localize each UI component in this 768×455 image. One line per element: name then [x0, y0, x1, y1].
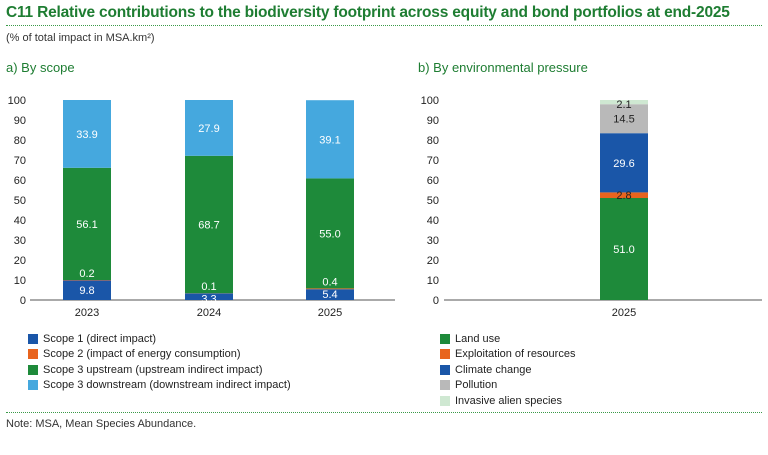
pressure-legend-item: Invasive alien species [440, 393, 575, 409]
bottom-divider [6, 412, 762, 413]
pressure-y-tick-label: 80 [427, 135, 439, 147]
scope-bar-2023-s3 [63, 100, 111, 168]
scope-data-label: 39.1 [319, 134, 340, 146]
pressure-legend-item: Exploitation of resources [440, 347, 575, 363]
pressure-y-tick-label: 20 [427, 255, 439, 267]
scope-data-label: 56.1 [76, 219, 97, 231]
scope-data-label: 0.2 [79, 268, 94, 280]
pressure-data-label: 14.5 [613, 114, 634, 126]
pressure-bar-2025-s1 [600, 192, 648, 198]
scope-y-tick-label: 30 [14, 235, 26, 247]
pressure-legend-swatch [440, 364, 450, 375]
chart-subtitle: (% of total impact in MSA.km²) [6, 32, 155, 44]
pressure-legend-item: Climate change [440, 362, 575, 378]
scope-y-tick-label: 90 [14, 115, 26, 127]
footnote: Note: MSA, Mean Species Abundance. [6, 418, 197, 430]
scope-y-tick-label: 0 [20, 295, 26, 307]
pressure-legend-label: Pollution [455, 379, 498, 392]
pressure-legend-label: Exploitation of resources [455, 348, 576, 361]
pressure-y-tick-label: 40 [427, 215, 439, 227]
pressure-y-tick-label: 50 [427, 195, 439, 207]
scope-x-tick-label: 2023 [75, 307, 99, 319]
chart-title: C11 Relative contributions to the biodiv… [6, 4, 730, 21]
pressure-legend-label: Invasive alien species [455, 394, 563, 407]
pressure-chart: 0 10 20 30 40 50 60 70 80 90 100 2025 51.0 2.8 29.6 14.… [421, 95, 762, 319]
pressure-y-tick-label: 100 [421, 95, 439, 107]
scope-data-label: 0.4 [322, 276, 337, 288]
scope-bar-2024-s0 [185, 293, 233, 300]
pressure-x-tick-label: 2025 [612, 307, 636, 319]
scope-y-tick-label: 70 [14, 155, 26, 167]
scope-legend-swatch [28, 333, 38, 344]
pressure-y-tick-label: 0 [433, 295, 439, 307]
scope-legend-item: Scope 1 (direct impact) [28, 331, 291, 347]
pressure-legend-label: Climate change [455, 363, 532, 376]
pressure-bar-2025-s2 [600, 133, 648, 193]
pressure-legend-item: Pollution [440, 378, 575, 394]
scope-y-tick-label: 50 [14, 195, 26, 207]
scope-legend-label: Scope 2 (impact of energy consumption) [43, 348, 241, 361]
pressure-legend-swatch [440, 380, 450, 391]
scope-y-tick-label: 80 [14, 135, 26, 147]
pressure-legend-label: Land use [455, 332, 501, 345]
panel-b-title: b) By environmental pressure [418, 60, 588, 75]
scope-legend-item: Scope 3 downstream (downstream indirect … [28, 378, 291, 394]
pressure-y-tick-label: 90 [427, 115, 439, 127]
pressure-legend-swatch [440, 333, 450, 344]
scope-y-tick-label: 40 [14, 215, 26, 227]
pressure-bar-2025-s0 [600, 198, 648, 300]
scope-data-label: 0.1 [201, 281, 216, 293]
scope-chart: 0 10 20 30 40 50 60 70 80 90 100 2023 2024 2025 9.8 0.2… [8, 95, 395, 319]
pressure-legend-swatch [440, 395, 450, 406]
scope-y-tick-label: 60 [14, 175, 26, 187]
scope-bar-2024-s3 [185, 100, 233, 156]
scope-bar-2023-s2 [63, 167, 111, 280]
pressure-bar-2025-s4 [600, 100, 648, 105]
scope-y-tick-label: 20 [14, 255, 26, 267]
scope-legend-label: Scope 3 downstream (downstream indirect … [43, 379, 291, 392]
scope-bar-2025-s2 [306, 178, 354, 289]
pressure-data-label: 2.8 [616, 190, 631, 202]
scope-x-tick-label: 2025 [318, 307, 342, 319]
pressure-legend-item: Land use [440, 331, 575, 347]
scope-data-label: 55.0 [319, 228, 340, 240]
scope-x-tick-label: 2024 [197, 307, 221, 319]
scope-legend-item: Scope 2 (impact of energy consumption) [28, 347, 291, 363]
scope-data-label: 68.7 [198, 220, 219, 232]
scope-legend-swatch [28, 380, 38, 391]
scope-bar-2025-s0 [306, 289, 354, 300]
scope-data-label: 5.4 [322, 289, 337, 301]
scope-bar-2023-s0 [63, 280, 111, 300]
scope-data-label: 9.8 [79, 285, 94, 297]
pressure-y-tick-label: 60 [427, 175, 439, 187]
scope-bar-2024-s2 [185, 155, 233, 294]
pressure-data-label: 2.1 [616, 99, 631, 111]
scope-y-tick-label: 10 [14, 275, 26, 287]
scope-legend-swatch [28, 349, 38, 360]
scope-y-tick-label: 100 [8, 95, 26, 107]
scope-data-label: 3.3 [201, 293, 216, 305]
pressure-y-tick-label: 70 [427, 155, 439, 167]
scope-legend-item: Scope 3 upstream (upstream indirect impa… [28, 362, 291, 378]
pressure-y-tick-label: 10 [427, 275, 439, 287]
pressure-legend-swatch [440, 349, 450, 360]
panel-a-title: a) By scope [6, 60, 75, 75]
scope-legend-label: Scope 3 upstream (upstream indirect impa… [43, 363, 263, 376]
scope-bar-2025-s1 [306, 288, 354, 290]
scope-legend-label: Scope 1 (direct impact) [43, 332, 157, 345]
scope-bar-2025-s3 [306, 100, 354, 179]
pressure-legend: Land use Exploitation of resources Climate… [440, 331, 575, 409]
top-divider [6, 25, 762, 26]
scope-legend-swatch [28, 364, 38, 375]
scope-data-label: 33.9 [76, 129, 97, 141]
scope-legend: Scope 1 (direct impact) Scope 2 (impact o… [28, 331, 291, 393]
scope-data-label: 27.9 [198, 123, 219, 135]
pressure-data-label: 29.6 [613, 158, 634, 170]
pressure-bar-2025-s3 [600, 104, 648, 134]
pressure-y-tick-label: 30 [427, 235, 439, 247]
pressure-data-label: 51.0 [613, 244, 634, 256]
